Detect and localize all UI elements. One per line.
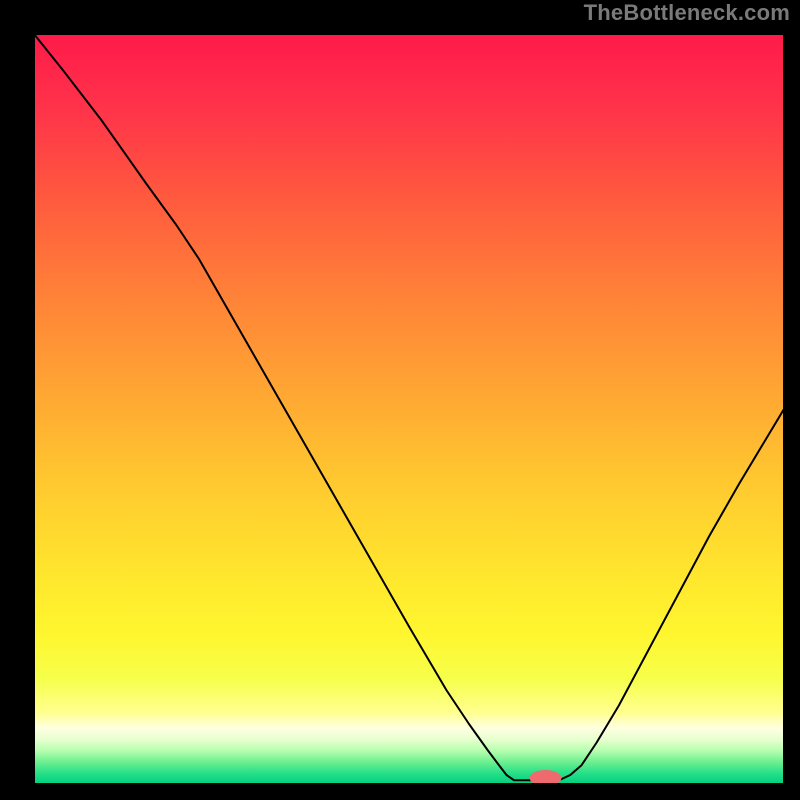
plot-gradient-background xyxy=(34,34,784,784)
bottleneck-curve-chart xyxy=(0,0,800,800)
chart-frame: TheBottleneck.com xyxy=(0,0,800,800)
watermark-text: TheBottleneck.com xyxy=(584,0,790,26)
